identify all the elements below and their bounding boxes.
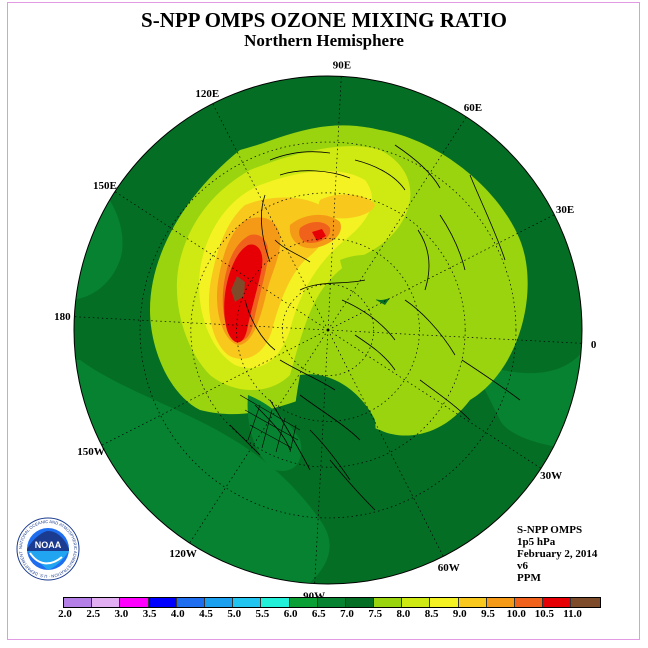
color-scale-label: 2.5: [86, 608, 101, 620]
color-scale-label: 4.5: [199, 608, 213, 620]
color-scale-label: 8.0: [396, 608, 411, 620]
color-scale-label: 10.0: [506, 608, 526, 620]
color-scale-cell: [233, 598, 262, 607]
color-scale-cell: [176, 598, 205, 607]
longitude-label: 90E: [333, 59, 351, 71]
color-scale-label: 9.5: [481, 608, 495, 620]
longitude-label: 30W: [540, 470, 562, 482]
meridian-line: [327, 214, 555, 331]
latitude-circle: [281, 283, 375, 377]
color-scale-label: 6.0: [283, 608, 298, 620]
meridian-line: [327, 329, 542, 469]
color-scale-label: 11.0: [563, 608, 582, 620]
color-scale-label: 3.5: [142, 608, 157, 620]
page-frame: [7, 2, 640, 640]
meridian-line: [114, 191, 329, 331]
color-scale-cell: [64, 598, 93, 607]
color-scale-cell: [515, 598, 544, 607]
color-scale-cell: [458, 598, 487, 607]
color-scale-label: 4.0: [170, 608, 185, 620]
hemisphere-outline: [73, 75, 583, 585]
meridian-line: [101, 329, 329, 446]
map-title: S-NPP OMPS OZONE MIXING RATIO: [141, 8, 507, 32]
noaa-logo: NATIONAL OCEANIC AND ATMOSPHERIC ADMINIS…: [16, 517, 80, 581]
color-scale-label: 5.5: [255, 608, 270, 620]
color-scale-label: 8.5: [424, 608, 439, 620]
meridian-line: [327, 76, 342, 331]
meridian-line: [212, 103, 329, 331]
longitude-label: 120E: [195, 88, 219, 100]
color-scale-cell: [261, 598, 290, 607]
longitude-label: 150E: [93, 180, 117, 192]
longitude-label: 120W: [169, 548, 197, 560]
color-scale-cell: [289, 598, 318, 607]
meridian-line: [314, 329, 329, 584]
color-scale-cell: [345, 598, 375, 607]
color-scale-cell: [571, 598, 600, 607]
color-scale-label: 10.5: [534, 608, 555, 620]
latitude-circle: [190, 192, 466, 468]
color-scale-cell: [204, 598, 234, 607]
meridian-line: [327, 329, 444, 557]
observation-date: February 2, 2014: [517, 548, 598, 560]
color-scale-label: 3.0: [114, 608, 129, 620]
instrument-name: S-NPP OMPS: [517, 524, 583, 536]
color-scale-cell: [148, 598, 177, 607]
color-scale-label: 2.0: [58, 608, 72, 620]
meridian-line: [327, 329, 582, 344]
color-scale-cell: [543, 598, 572, 607]
color-scale-cell: [486, 598, 515, 607]
product-version: v6: [517, 560, 528, 572]
latitude-circle: [139, 141, 517, 519]
color-scale-label: 7.0: [340, 608, 354, 620]
meridian-line: [327, 116, 467, 331]
longitude-label: 180: [54, 311, 71, 323]
ozone-field: [74, 76, 582, 584]
graticule: [74, 76, 582, 584]
color-scale-cell: [120, 598, 149, 607]
meridian-line: [189, 329, 329, 544]
color-scale-bar: [63, 597, 601, 608]
map-subtitle: Northern Hemisphere: [244, 31, 404, 50]
color-scale-label: 5.0: [227, 608, 242, 620]
color-scale-cell: [430, 598, 459, 607]
color-scale-label: 9.0: [452, 608, 467, 620]
color-scale-cell: [92, 598, 121, 607]
color-scale-cell: [317, 598, 346, 607]
color-scale-label: 7.5: [368, 608, 383, 620]
border-grid: [239, 394, 301, 453]
longitude-label: 60W: [438, 562, 460, 574]
color-scale-labels: 2.0 2.5 3.0 3.5 4.0 4.5 5.0 5.5 6.0 6.5 7.0 7.5 8.0 8…: [0, 608, 648, 622]
product-info: S-NPP OMPS 1p5 hPa February 2, 2014 v6 P…: [517, 524, 597, 584]
color-scale-cell: [402, 598, 431, 607]
color-scale-label: 6.5: [311, 608, 326, 620]
longitude-label: 60E: [464, 102, 482, 114]
latitude-circle: [236, 238, 420, 422]
pressure-level: 1p5 hPa: [517, 536, 556, 548]
noaa-logo-text: NOAA: [35, 540, 62, 550]
meridian-line: [74, 316, 329, 331]
color-scale-cell: [374, 598, 403, 607]
longitude-label: 0: [591, 339, 597, 351]
longitude-label: 150W: [77, 446, 105, 458]
longitude-label: 30E: [556, 204, 574, 216]
units: PPM: [517, 572, 541, 584]
